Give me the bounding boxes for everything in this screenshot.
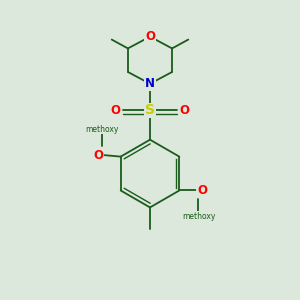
Text: S: S [145,103,155,117]
Text: O: O [93,149,103,162]
Text: O: O [180,104,190,117]
Text: O: O [145,30,155,43]
Text: O: O [110,104,120,117]
Text: O: O [197,184,207,197]
Text: methoxy: methoxy [85,125,118,134]
Text: N: N [145,77,155,90]
Text: methoxy: methoxy [182,212,215,220]
